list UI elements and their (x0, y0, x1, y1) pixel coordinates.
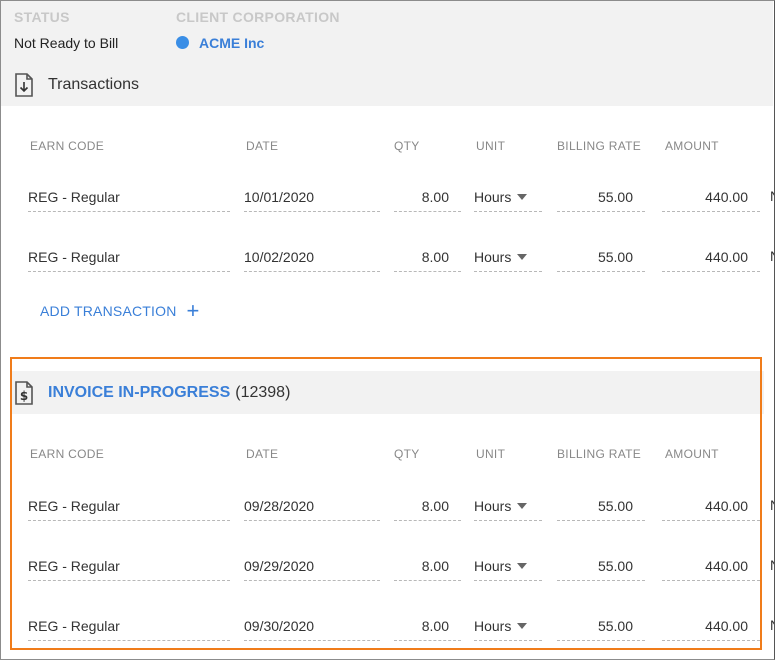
invoice-icon-wrap: $ (14, 381, 48, 405)
column-header-billing-rate: BILLING RATE (557, 139, 642, 153)
qty-field[interactable]: 8.00 (394, 617, 461, 641)
unit-value: Hours (474, 498, 512, 514)
invoice-highlight-box (10, 357, 762, 650)
earn-code-field[interactable]: REG - Regular (28, 617, 230, 641)
unit-value: Hours (474, 618, 512, 634)
dropdown-caret-icon (517, 503, 528, 509)
column-header-earn-code: EARN CODE (30, 139, 105, 153)
earn-code-field[interactable]: REG - Regular (28, 188, 230, 212)
svg-text:$: $ (20, 389, 28, 403)
earn-code-field[interactable]: REG - Regular (28, 248, 230, 272)
amount-field[interactable]: 440.00 (662, 188, 760, 212)
dropdown-caret-icon (517, 563, 528, 569)
amount-field[interactable]: 440.00 (662, 557, 760, 581)
dropdown-caret-icon (517, 623, 528, 629)
dollar-document-icon: $ (14, 381, 34, 405)
clipped-column-text: N (770, 617, 774, 633)
clipped-column-text: N (770, 497, 774, 513)
earn-code-field[interactable]: REG - Regular (28, 557, 230, 581)
qty-field[interactable]: 8.00 (394, 248, 461, 272)
transactions-title: Transactions (48, 76, 139, 93)
qty-field[interactable]: 8.00 (394, 557, 461, 581)
plus-icon: + (186, 298, 200, 323)
unit-select[interactable]: Hours (474, 497, 542, 521)
download-document-icon (14, 73, 34, 97)
column-header-amount: AMOUNT (665, 139, 719, 153)
transactions-header: Transactions (14, 73, 139, 97)
add-transaction-button[interactable]: ADD TRANSACTION + (40, 298, 200, 323)
column-header-qty: QTY (394, 139, 420, 153)
status-label: STATUS (14, 9, 70, 25)
date-field[interactable]: 09/30/2020 (244, 617, 380, 641)
column-header-billing-rate: BILLING RATE (557, 447, 642, 461)
column-header-date: DATE (246, 139, 279, 153)
unit-select[interactable]: Hours (474, 617, 542, 641)
header-band (1, 1, 773, 106)
date-field[interactable]: 10/01/2020 (244, 188, 380, 212)
column-header-earn-code: EARN CODE (30, 447, 105, 461)
column-header-unit: UNIT (476, 447, 506, 461)
clipped-column-text: N (770, 188, 774, 204)
unit-select[interactable]: Hours (474, 557, 542, 581)
date-field[interactable]: 09/28/2020 (244, 497, 380, 521)
earn-code-field[interactable]: REG - Regular (28, 497, 230, 521)
date-field[interactable]: 10/02/2020 (244, 248, 380, 272)
unit-value: Hours (474, 249, 512, 265)
client-label: CLIENT CORPORATION (176, 9, 340, 25)
billing-rate-field[interactable]: 55.00 (557, 248, 645, 272)
date-field[interactable]: 09/29/2020 (244, 557, 380, 581)
billing-rate-field[interactable]: 55.00 (557, 617, 645, 641)
invoice-title-link[interactable]: INVOICE IN-PROGRESS (48, 384, 231, 401)
client-status-dot (176, 36, 189, 49)
column-header-date: DATE (246, 447, 279, 461)
amount-field[interactable]: 440.00 (662, 497, 760, 521)
invoice-number: (12398) (235, 384, 291, 401)
qty-field[interactable]: 8.00 (394, 497, 461, 521)
unit-select[interactable]: Hours (474, 188, 542, 212)
billing-rate-field[interactable]: 55.00 (557, 497, 645, 521)
invoice-header-band (12, 371, 764, 414)
amount-field[interactable]: 440.00 (662, 617, 760, 641)
unit-value: Hours (474, 189, 512, 205)
clipped-column-text: N (770, 557, 774, 573)
column-header-unit: UNIT (476, 139, 506, 153)
invoice-title: INVOICE IN-PROGRESS (12398) (48, 384, 290, 402)
dropdown-caret-icon (517, 254, 528, 260)
add-transaction-label: ADD TRANSACTION (40, 303, 177, 319)
dropdown-caret-icon (517, 194, 528, 200)
amount-field[interactable]: 440.00 (662, 248, 760, 272)
unit-value: Hours (474, 558, 512, 574)
status-value: Not Ready to Bill (14, 35, 119, 51)
unit-select[interactable]: Hours (474, 248, 542, 272)
qty-field[interactable]: 8.00 (394, 188, 461, 212)
column-header-qty: QTY (394, 447, 420, 461)
column-header-amount: AMOUNT (665, 447, 719, 461)
billing-rate-field[interactable]: 55.00 (557, 188, 645, 212)
clipped-column-text: N (770, 248, 774, 264)
client-link[interactable]: ACME Inc (199, 35, 265, 51)
billing-rate-field[interactable]: 55.00 (557, 557, 645, 581)
